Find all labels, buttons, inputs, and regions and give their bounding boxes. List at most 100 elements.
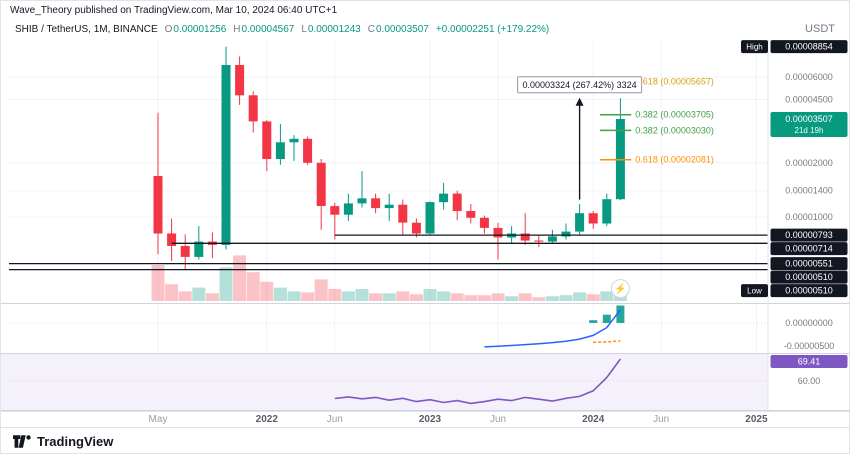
volume-bar: [151, 265, 165, 301]
time-axis-label: Jun: [489, 414, 507, 425]
time-axis-label: 2024: [582, 414, 605, 425]
volume-bar: [178, 291, 192, 301]
volume-bar: [573, 292, 587, 301]
candle-up: [547, 236, 557, 242]
level-price-badge-text: 0.00000714: [785, 244, 833, 254]
time-axis-label: 2022: [255, 414, 278, 425]
candle-down: [493, 227, 503, 238]
candle-down: [235, 65, 245, 96]
ohlc-open-label: O: [164, 23, 173, 35]
ohlc-high: H 0.00004567: [233, 24, 294, 35]
chart-canvas[interactable]: 0.618 (0.00005657) 0.382 (0.00003705) 0.38…: [1, 39, 850, 411]
volume-bar: [600, 291, 614, 301]
ohlc-low-value: 0.00001243: [307, 23, 361, 35]
tradingview-logo-icon: [13, 435, 31, 448]
pane2-histogram-bar: [602, 314, 611, 323]
ohlc-close-value: 0.00003507: [375, 23, 429, 35]
candle-up: [602, 199, 612, 224]
volume-bar: [545, 296, 559, 301]
candle-down: [303, 138, 313, 163]
volume-bar: [205, 293, 219, 301]
brand-name: TradingView: [37, 434, 114, 449]
reaction-bubble[interactable]: [610, 279, 630, 299]
volume-bar: [328, 289, 342, 301]
high-price-badge-text: 0.00008854: [785, 42, 833, 52]
pane2-histogram-bar: [616, 305, 625, 323]
price-axis-label: 0.00002000: [785, 158, 833, 168]
volume-bar: [273, 287, 287, 301]
volume-bar: [341, 291, 355, 301]
volume-bar: [382, 293, 396, 301]
attribution-bar: Wave_Theory published on TradingView.com…: [1, 1, 849, 19]
volume-bar: [518, 293, 532, 301]
candle-down: [452, 193, 462, 211]
current-price-text: 0.00003507: [785, 114, 833, 124]
measure-label-text: 0.00003324 (267.42%) 3324: [523, 80, 637, 90]
rsi-band-background: [1, 354, 768, 410]
price-axis-label: 0.00006000: [785, 72, 833, 82]
volume-bar: [505, 296, 519, 301]
candle-down: [262, 121, 272, 159]
symbol-info-bar: SHIB / TetherUS, 1M, BINANCE O 0.00001256…: [1, 19, 849, 39]
time-axis-label: Jun: [653, 414, 670, 425]
low-tag-badge-text: Low: [747, 287, 762, 296]
candle-down: [466, 211, 476, 218]
pane2-main-line: [484, 309, 621, 348]
tradingview-logo[interactable]: TradingView: [13, 434, 113, 449]
candle-down: [153, 176, 163, 234]
level-price-badge: [770, 270, 848, 284]
quote-currency-label[interactable]: USDT: [805, 23, 835, 35]
fib-level-label: 0.382 (0.00003030): [635, 125, 714, 135]
symbol-title[interactable]: SHIB / TetherUS, 1M, BINANCE: [15, 23, 158, 35]
measure-label-box[interactable]: [517, 76, 643, 94]
bar-countdown-text: 21d 19h: [795, 126, 824, 135]
candle-up: [561, 231, 571, 237]
volume-bar: [491, 293, 505, 301]
rsi-value-text: 69.41: [798, 357, 821, 367]
ohlc-open: O 0.00001256: [165, 24, 227, 35]
volume-bar: [219, 267, 233, 301]
footer-bar: TradingView: [1, 427, 849, 453]
high-price-badge: [770, 40, 848, 54]
volume-bar: [233, 255, 247, 301]
ohlc-low: L 0.00001243: [301, 24, 360, 35]
fib-level-label: 0.618 (0.00002081): [635, 155, 714, 165]
candle-down: [588, 213, 598, 224]
time-axis-label: 2025: [745, 414, 768, 425]
time-axis-label: Jun: [326, 414, 343, 425]
rsi-value-badge: [770, 355, 848, 368]
candle-down: [330, 206, 340, 215]
rsi-line: [334, 358, 622, 405]
volume-bar: [165, 284, 179, 301]
fib-level-label: 0.618 (0.00005657): [635, 77, 714, 87]
level-price-badge-text: 0.00000510: [785, 272, 833, 282]
candle-down: [248, 95, 258, 122]
time-axis[interactable]: May 2022 Jun 2023 Jun 2024 Jun 2025: [1, 411, 849, 428]
pane2-histogram-bar: [589, 320, 598, 323]
candle-up: [357, 198, 367, 204]
volume-bar: [301, 292, 315, 301]
volume-bar: [314, 279, 328, 301]
level-price-badge-text: 0.00000551: [785, 259, 833, 269]
volume-bar: [260, 281, 274, 301]
candle-down: [411, 222, 421, 234]
rsi-gridline-label: 60.00: [798, 376, 821, 386]
level-price-badge: [770, 257, 848, 271]
volume-bar: [450, 293, 464, 301]
candle-down: [534, 240, 544, 242]
candle-up: [384, 204, 394, 209]
pane2-axis-label: 0.00000000: [785, 318, 833, 328]
candle-down: [180, 246, 190, 257]
ohlc-low-label: L: [301, 23, 307, 35]
level-price-badge: [770, 228, 848, 242]
high-tag-badge-text: High: [746, 43, 762, 52]
chart-area[interactable]: 0.618 (0.00005657) 0.382 (0.00003705) 0.38…: [1, 39, 850, 411]
volume-bar: [423, 289, 437, 301]
ohlc-high-value: 0.00004567: [241, 23, 295, 35]
volume-bar: [409, 294, 423, 301]
volume-bar: [396, 291, 410, 301]
volume-bar: [464, 295, 478, 301]
candle-down: [520, 233, 530, 241]
change-value: +0.00002251 (+179.22%): [435, 23, 550, 35]
volume-bar: [437, 291, 451, 301]
